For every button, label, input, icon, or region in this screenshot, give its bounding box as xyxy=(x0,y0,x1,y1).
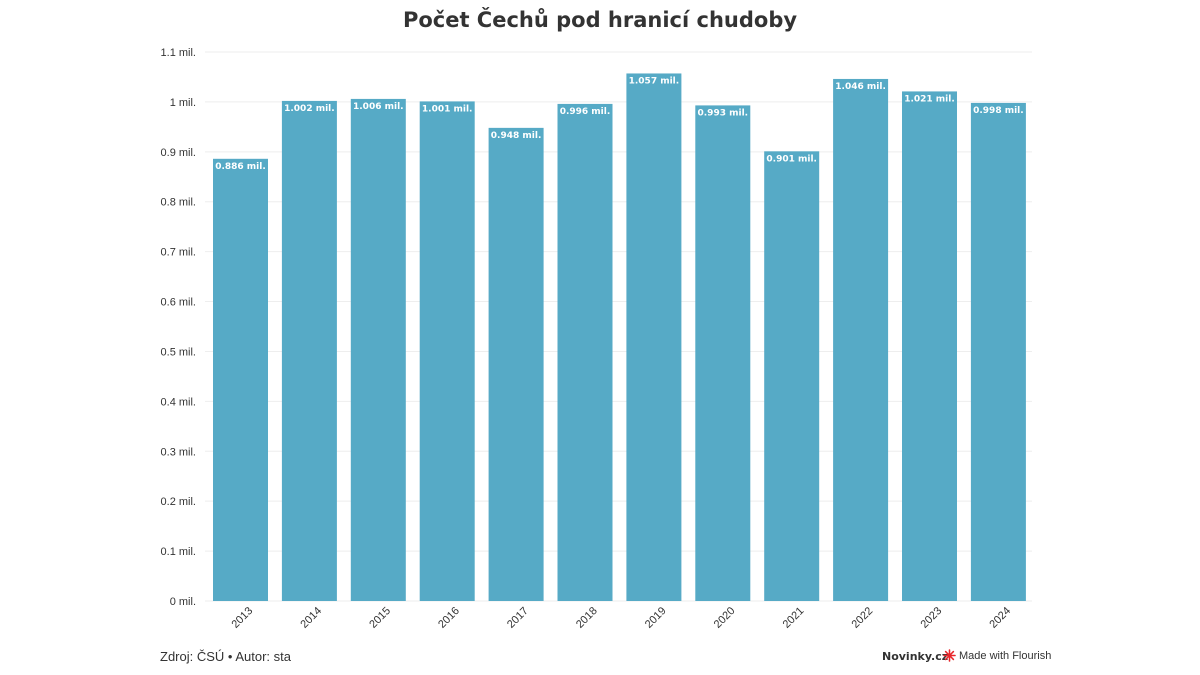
y-tick-label: 0.6 mil. xyxy=(161,297,196,309)
x-axis-ticks: 2013 2014 2015 2016 2017 2018 2019 2020 2021 2022… xyxy=(229,605,1013,631)
x-tick-label: 2022 xyxy=(850,605,876,631)
data-label: 1.002 mil. xyxy=(284,104,335,114)
bar[interactable] xyxy=(833,78,889,601)
data-label: 1.046 mil. xyxy=(835,82,886,92)
bar[interactable] xyxy=(213,158,268,601)
x-tick-label: 2020 xyxy=(712,605,738,631)
x-tick-label: 2013 xyxy=(229,605,255,631)
y-tick-label: 0 mil. xyxy=(170,596,196,608)
y-tick-label: 0.7 mil. xyxy=(161,247,196,259)
bar[interactable] xyxy=(902,91,957,601)
bar[interactable] xyxy=(557,103,613,601)
data-labels: 0.886 mil. 1.002 mil. 1.006 mil. 1.001 mil.… xyxy=(215,76,1023,171)
x-tick-label: 2016 xyxy=(436,605,462,631)
bar[interactable] xyxy=(970,102,1026,601)
data-label: 0.901 mil. xyxy=(766,154,817,164)
x-tick-label: 2021 xyxy=(781,605,807,631)
data-label: 1.057 mil. xyxy=(629,76,680,86)
y-tick-label: 0.9 mil. xyxy=(161,147,196,159)
bar[interactable] xyxy=(419,101,475,601)
y-tick-label: 0.4 mil. xyxy=(161,396,196,408)
x-tick-label: 2024 xyxy=(987,605,1013,631)
flourish-logo-icon xyxy=(943,649,956,662)
y-axis-ticks: 0 mil. 0.1 mil. 0.2 mil. 0.3 mil. 0.4 mil. 0.… xyxy=(161,47,196,608)
data-label: 0.886 mil. xyxy=(215,162,266,172)
y-tick-label: 1 mil. xyxy=(170,97,196,109)
bar[interactable] xyxy=(488,127,544,601)
data-label: 1.021 mil. xyxy=(904,94,955,104)
brand-logo-text[interactable]: Novinky.cz xyxy=(882,650,949,663)
data-label: 1.006 mil. xyxy=(353,102,404,112)
data-label: 0.948 mil. xyxy=(491,131,542,141)
x-tick-label: 2019 xyxy=(643,605,669,631)
flourish-ray xyxy=(944,650,949,655)
flourish-ray xyxy=(950,656,955,661)
data-label: 1.001 mil. xyxy=(422,104,473,114)
made-with-flourish-label: Made with Flourish xyxy=(959,649,1052,662)
bar[interactable] xyxy=(350,98,406,601)
chart-title: Počet Čechů pod hranicí chudoby xyxy=(402,8,798,32)
x-tick-label: 2018 xyxy=(574,605,600,631)
data-label: 0.993 mil. xyxy=(698,108,749,118)
x-tick-label: 2017 xyxy=(505,605,531,631)
bar[interactable] xyxy=(626,73,682,601)
x-tick-label: 2014 xyxy=(298,605,324,631)
y-tick-label: 0.1 mil. xyxy=(161,546,196,558)
y-tick-label: 0.8 mil. xyxy=(161,197,196,209)
y-tick-label: 0.5 mil. xyxy=(161,346,196,358)
source-credit: Zdroj: ČSÚ • Autor: sta xyxy=(160,649,291,664)
bar[interactable] xyxy=(281,100,337,601)
x-tick-label: 2023 xyxy=(918,605,944,631)
y-tick-label: 1.1 mil. xyxy=(161,47,196,59)
bar[interactable] xyxy=(764,151,820,601)
data-label: 0.998 mil. xyxy=(973,106,1024,116)
made-with-flourish-link[interactable]: Made with Flourish xyxy=(943,649,1051,662)
bars xyxy=(213,73,1026,602)
grid-lines xyxy=(205,51,1032,602)
x-tick-label: 2015 xyxy=(367,605,393,631)
data-label: 0.996 mil. xyxy=(560,107,611,117)
y-tick-label: 0.3 mil. xyxy=(161,446,196,458)
bar[interactable] xyxy=(695,105,751,602)
flourish-ray xyxy=(944,656,949,661)
y-tick-label: 0.2 mil. xyxy=(161,496,196,508)
flourish-ray xyxy=(950,650,955,655)
